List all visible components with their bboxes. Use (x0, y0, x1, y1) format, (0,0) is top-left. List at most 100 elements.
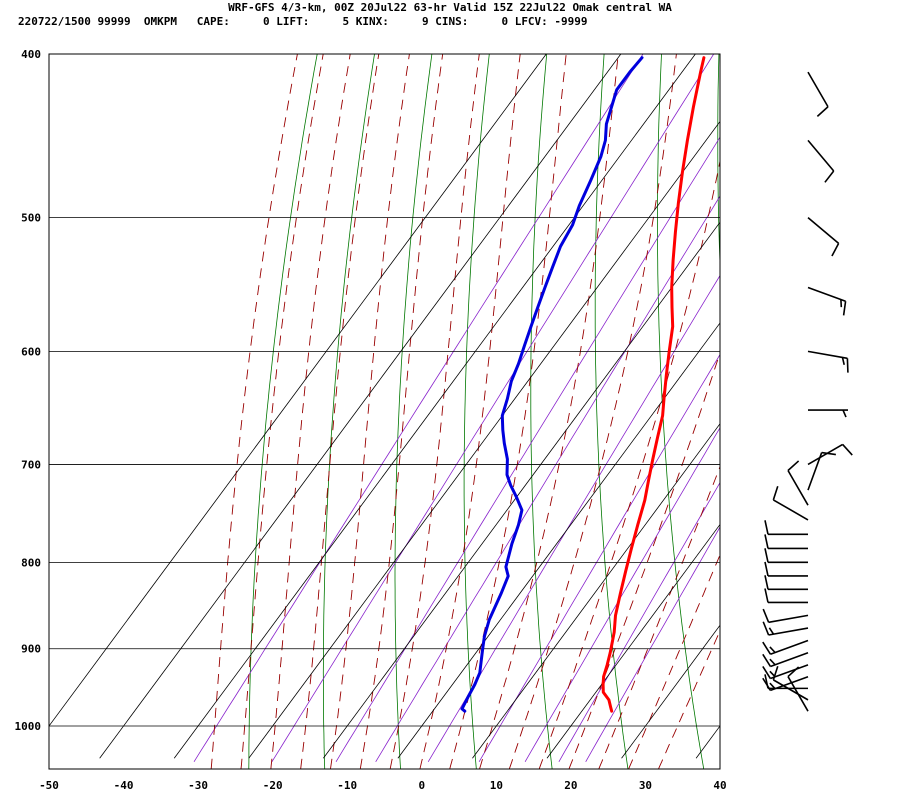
wind-barb (762, 664, 809, 680)
wind-barb-full (821, 451, 836, 456)
wind-barb-full (764, 588, 769, 603)
moist-adiabat (658, 629, 720, 769)
wind-barb (762, 639, 809, 655)
dry-adiabat (717, 54, 720, 275)
dry-adiabat (530, 54, 553, 769)
x-tick-label: -30 (188, 779, 208, 792)
moist-adiabat (568, 351, 720, 769)
moist-adiabat (389, 54, 480, 769)
x-tick-label: 40 (713, 779, 726, 792)
y-tick-label: 800 (21, 556, 41, 569)
y-tick-label: 500 (21, 212, 41, 225)
wind-barb-staff (768, 627, 809, 636)
wind-barb-full (764, 561, 769, 577)
wind-barb-half (769, 646, 776, 654)
wind-barb-staff (807, 452, 823, 491)
wind-barb (764, 561, 808, 577)
wind-barb-full (842, 301, 847, 316)
isotherm-line (99, 54, 622, 759)
mixing-ratio-line (193, 54, 644, 763)
wind-barb (762, 608, 809, 624)
plot-frame (48, 53, 721, 770)
wind-barb (764, 548, 808, 564)
isotherm-line (621, 624, 720, 759)
wind-barb-staff (807, 71, 829, 108)
wind-barb (807, 443, 853, 466)
profiles (460, 56, 706, 713)
mixing-ratio-line (585, 526, 720, 762)
wind-barb-full (762, 641, 772, 655)
wind-barb-full (764, 520, 769, 535)
wind-barb-full (762, 677, 772, 691)
dry-adiabat (833, 35, 900, 768)
wind-barb (807, 350, 849, 373)
dry-adiabat (322, 54, 375, 769)
wind-barb (772, 486, 809, 521)
wind-barb-half (769, 682, 776, 690)
moist-adiabat (330, 54, 410, 769)
wind-barb-staff (807, 443, 844, 466)
wind-barb-half (769, 658, 776, 666)
wind-barb-full (764, 548, 769, 563)
wind-barb-full (764, 575, 769, 590)
moist-adiabat (240, 54, 324, 769)
wind-barbs (762, 71, 853, 712)
wind-barb (787, 460, 809, 506)
mixing-ratio-line (375, 195, 720, 763)
wind-barb-full (772, 486, 779, 501)
wind-barb-full (831, 242, 840, 257)
wind-barb-full (842, 443, 853, 456)
y-tick-label: 900 (21, 643, 41, 656)
y-tick-label: 1000 (15, 720, 42, 733)
x-tick-label: -40 (114, 779, 134, 792)
wind-barb-half (769, 670, 776, 678)
moist-adiabat (270, 54, 351, 769)
moist-adiabat (479, 54, 619, 769)
wind-barb (807, 451, 836, 491)
wind-barb-staff (768, 614, 809, 624)
dry-adiabat (594, 54, 629, 769)
mixing-ratio-line (427, 274, 720, 763)
moist-adiabat (449, 54, 567, 769)
wind-barb-full (762, 665, 772, 679)
background-lines (193, 35, 900, 769)
moist-adiabat (359, 54, 444, 769)
temperature-profile (601, 56, 706, 713)
wind-barb-staff (787, 470, 809, 506)
x-tick-label: 0 (418, 779, 425, 792)
isotherm-line (173, 54, 696, 759)
moist-adiabat (300, 54, 380, 769)
grid (49, 54, 720, 759)
isotherm-line (49, 54, 547, 727)
wind-barb-staff (807, 286, 846, 302)
isotherm-line (397, 322, 720, 759)
wind-barb (764, 674, 808, 690)
isotherm-line (546, 523, 720, 759)
wind-barb-half (768, 627, 775, 635)
x-tick-label: -10 (337, 779, 357, 792)
dry-adiabat (463, 54, 490, 769)
isotherm-line (248, 120, 720, 759)
wind-barb-staff (807, 350, 848, 360)
wind-barb (762, 621, 809, 636)
wind-barb (764, 575, 808, 591)
y-tick-label: 400 (21, 48, 41, 61)
y-tick-labels: 400 500 600 700 800 900 1000 (15, 48, 42, 733)
y-tick-label: 700 (21, 458, 41, 471)
moist-adiabat (508, 54, 677, 769)
wind-barb-half (842, 409, 847, 418)
isotherm-line (472, 423, 720, 759)
moist-adiabat (538, 158, 720, 769)
wind-barb-staff (770, 639, 809, 655)
x-tick-label: 10 (490, 779, 503, 792)
wind-barb (762, 652, 809, 668)
isotherm-line (323, 221, 720, 759)
moist-adiabat (210, 54, 298, 769)
y-tick-label: 600 (21, 345, 41, 358)
wind-barb-staff (770, 664, 809, 680)
mixing-ratio-line (524, 426, 720, 762)
dry-adiabat (776, 35, 855, 768)
wind-barb-staff (770, 652, 809, 668)
wind-barb-full (824, 170, 835, 183)
